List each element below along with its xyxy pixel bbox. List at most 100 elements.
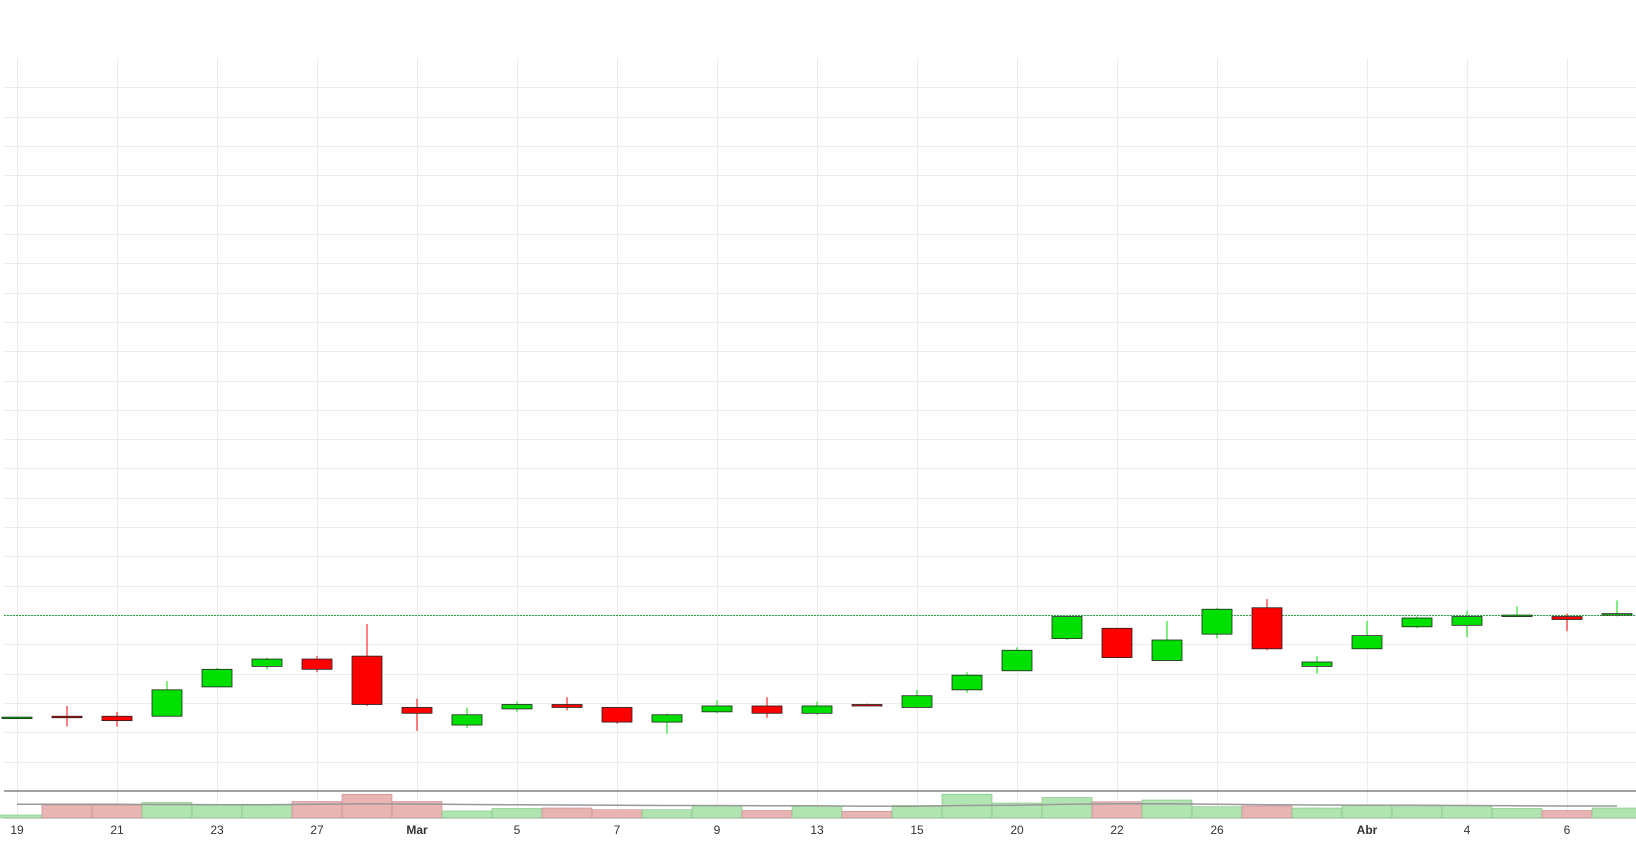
- x-tick-label: Abr: [1357, 823, 1378, 837]
- candle-body: [1301, 661, 1333, 667]
- volume-bar: [191, 803, 243, 819]
- candle: [1251, 598, 1283, 651]
- candle-body: [201, 668, 233, 688]
- candle-body: [801, 705, 833, 714]
- x-tick-label: 21: [110, 823, 124, 837]
- candle-body: [551, 704, 583, 708]
- candle-body: [1, 716, 33, 720]
- volume-moving-average: [17, 803, 1617, 808]
- candle: [151, 681, 183, 717]
- volume-bar: [1591, 807, 1636, 819]
- candle: [1, 716, 33, 720]
- volume-bar: [641, 809, 693, 819]
- candle: [651, 713, 683, 734]
- candle: [401, 698, 433, 731]
- volume-layer: [0, 793, 1636, 819]
- volume-bar: [1391, 806, 1443, 819]
- candle-body: [901, 695, 933, 708]
- candle-body: [1001, 649, 1033, 672]
- candle-body: [51, 715, 83, 719]
- candle-body: [1201, 608, 1233, 635]
- candle: [601, 707, 633, 724]
- candle: [1401, 616, 1433, 629]
- candle-body: [601, 707, 633, 723]
- candle: [1151, 620, 1183, 661]
- candle-body: [1451, 616, 1483, 626]
- x-tick-label: 7: [614, 823, 621, 837]
- candle-body: [151, 689, 183, 717]
- volume-bar: [1441, 805, 1493, 819]
- volume-bar: [691, 805, 743, 819]
- candle-body: [751, 705, 783, 714]
- candle-body: [451, 714, 483, 726]
- volume-bar: [1141, 799, 1193, 819]
- volume-bar: [491, 808, 543, 819]
- volume-bar: [241, 803, 293, 819]
- candle-body: [951, 674, 983, 691]
- candle: [751, 697, 783, 718]
- candle-body: [251, 658, 283, 667]
- volume-bar: [591, 809, 643, 819]
- candle: [1101, 627, 1133, 658]
- x-tick-label: 22: [1110, 823, 1124, 837]
- volume-bar: [441, 810, 493, 819]
- candle: [451, 707, 483, 728]
- candle-body: [1551, 616, 1583, 620]
- candle-body: [1051, 616, 1083, 639]
- candle-body: [651, 714, 683, 723]
- x-tick-label: Mar: [406, 823, 428, 837]
- candle: [951, 672, 983, 693]
- volume-bar: [1191, 806, 1243, 819]
- volume-bar: [541, 807, 593, 819]
- x-tick-label: 4: [1464, 823, 1471, 837]
- volume-bar: [91, 804, 143, 819]
- candle: [251, 657, 283, 670]
- candle-body: [1351, 635, 1383, 650]
- candle-body: [501, 704, 533, 710]
- candle-body: [1501, 614, 1533, 617]
- candle-body: [701, 705, 733, 713]
- candle: [901, 689, 933, 708]
- candle: [1451, 610, 1483, 638]
- candles-layer: [1, 598, 1633, 734]
- candle: [1001, 647, 1033, 672]
- x-tick-label: 27: [310, 823, 324, 837]
- volume-bar: [1041, 797, 1093, 819]
- x-tick-label: 9: [714, 823, 721, 837]
- candle-body: [1251, 607, 1283, 650]
- x-tick-label: 15: [910, 823, 924, 837]
- volume-bar: [1541, 810, 1593, 819]
- candle: [851, 703, 883, 707]
- x-axis: 19 21 23 27 Mar 5 7 9 13 15 20 22 26 Abr 4 6: [10, 823, 1570, 837]
- candle: [1551, 613, 1583, 632]
- volume-bar: [341, 793, 393, 819]
- candle-body: [1601, 613, 1633, 616]
- volume-bar: [1291, 807, 1343, 819]
- grid-layer: [4, 58, 1636, 818]
- candle: [1601, 600, 1633, 617]
- candle-body: [1401, 617, 1433, 628]
- candle: [501, 701, 533, 712]
- candle: [1201, 607, 1233, 639]
- candle: [701, 700, 733, 714]
- volume-bar: [1491, 808, 1543, 819]
- volume-bar: [741, 810, 793, 819]
- candle: [101, 711, 133, 727]
- volume-bar: [891, 805, 943, 819]
- volume-bar: [1341, 805, 1393, 819]
- volume-bar: [0, 814, 43, 819]
- candle: [801, 701, 833, 715]
- volume-bar: [1241, 805, 1293, 819]
- candle-body: [401, 707, 433, 714]
- candle-body: [301, 658, 333, 670]
- x-tick-label: 23: [210, 823, 224, 837]
- x-tick-label: 6: [1564, 823, 1571, 837]
- x-tick-label: 26: [1210, 823, 1224, 837]
- volume-bar: [791, 805, 843, 819]
- candle: [551, 697, 583, 711]
- volume-bar: [841, 810, 893, 819]
- candle-body: [351, 655, 383, 705]
- candle: [1051, 615, 1083, 641]
- candle: [1301, 656, 1333, 674]
